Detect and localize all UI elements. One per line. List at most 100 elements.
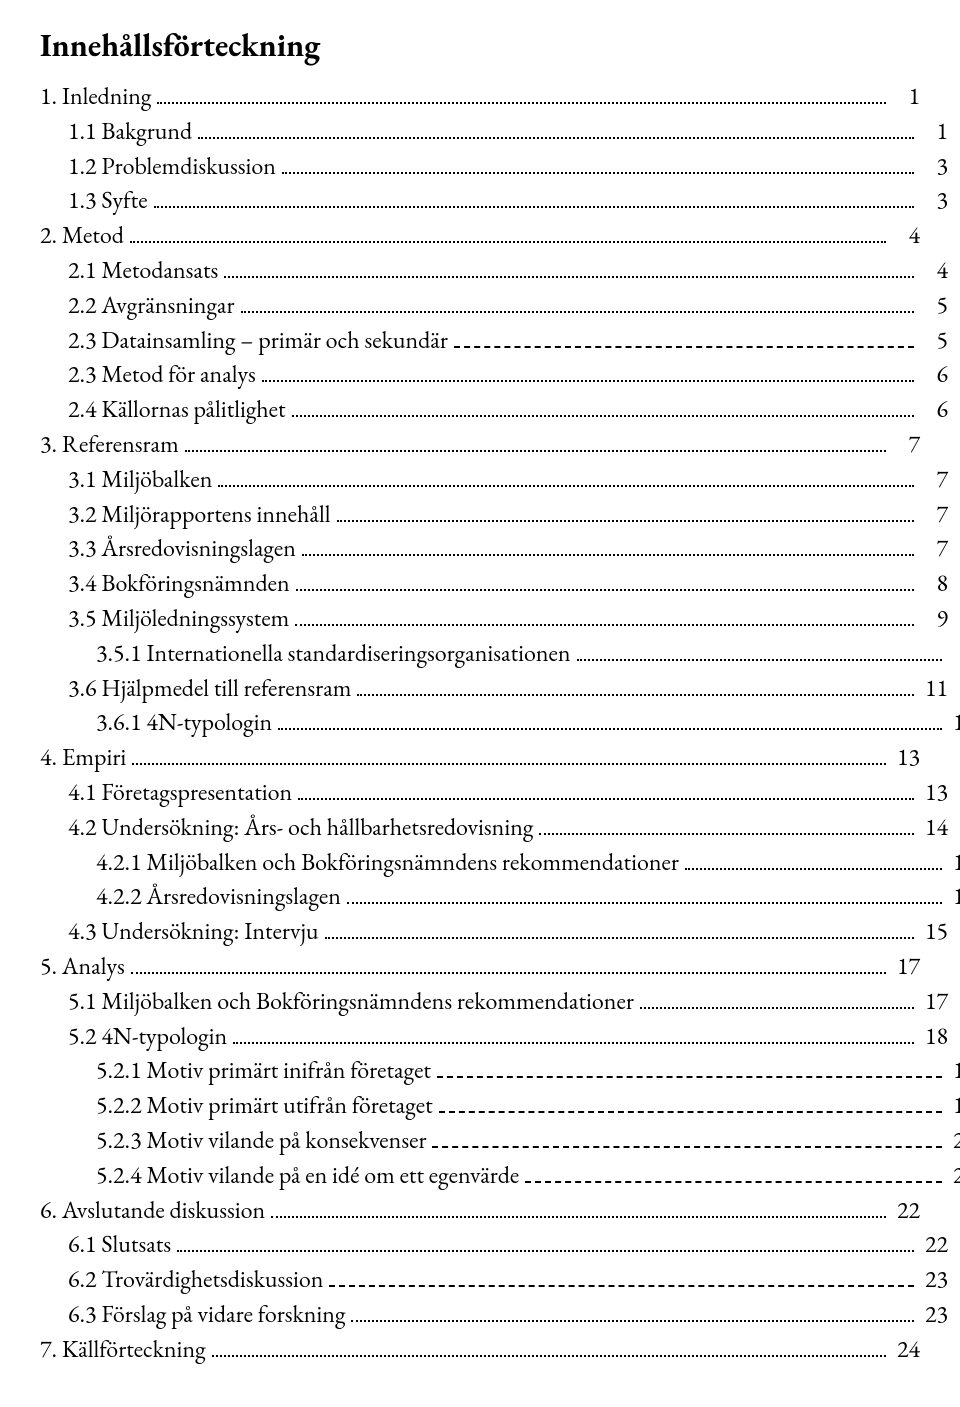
toc-row: 3.5.1 Internationella standardiseringsor… — [40, 637, 960, 672]
toc-row: 4. Empiri 13 — [40, 741, 920, 776]
toc-leader — [292, 415, 914, 417]
toc-entry-label: 3.3 Årsredovisningslagen — [68, 532, 296, 567]
toc-entry-label: 4. Empiri — [40, 741, 126, 776]
toc-leader — [347, 902, 942, 904]
toc-leader — [298, 798, 914, 800]
toc-row: 2.3 Metod för analys 6 — [40, 358, 948, 393]
toc-entry-page: 11 — [948, 706, 960, 741]
toc-entry-page: 7 — [920, 532, 948, 567]
toc-row: 1.2 Problemdiskussion3 — [40, 150, 948, 185]
toc-entry-page: 23 — [920, 1263, 948, 1298]
toc-row: 6.3 Förslag på vidare forskning23 — [40, 1298, 948, 1333]
toc-leader — [577, 659, 942, 661]
toc-entry-label: 6.3 Förslag på vidare forskning — [68, 1298, 345, 1333]
toc-entry-page: 24 — [892, 1333, 920, 1368]
toc-entry-label: 2.3 Metod för analys — [68, 358, 256, 393]
toc-leader — [329, 1285, 914, 1287]
toc-entry-page: 15 — [920, 915, 948, 950]
toc-entry-page: 22 — [920, 1228, 948, 1263]
toc-row: 5.2.2 Motiv primärt utifrån företaget19 — [40, 1089, 960, 1124]
toc-row: 7. Källförteckning 24 — [40, 1333, 920, 1368]
toc-leader — [640, 1007, 914, 1009]
toc-entry-page: 5 — [920, 289, 948, 324]
toc-row: 3.3 Årsredovisningslagen 7 — [40, 532, 948, 567]
toc-entry-page: 7 — [920, 463, 948, 498]
toc-row: 6.1 Slutsats22 — [40, 1228, 948, 1263]
toc-row: 5.2.4 Motiv vilande på en idé om ett ege… — [40, 1159, 960, 1194]
toc-entry-label: 7. Källförteckning — [40, 1333, 206, 1368]
toc-entry-label: 1.2 Problemdiskussion — [68, 150, 276, 185]
toc-row: 2. Metod4 — [40, 219, 920, 254]
toc-leader — [539, 833, 914, 835]
toc-entry-label: 5.2.1 Motiv primärt inifrån företaget — [96, 1054, 431, 1089]
toc-row: 5.2 4N-typologin18 — [40, 1020, 948, 1055]
toc-leader — [302, 554, 914, 556]
toc-entry-label: 6.2 Trovärdighetsdiskussion — [68, 1263, 323, 1298]
toc-entry-page: 1 — [920, 115, 948, 150]
toc-leader — [439, 1111, 942, 1113]
toc-entry-page: 20 — [948, 1124, 960, 1159]
toc-leader — [282, 172, 914, 174]
toc-entry-page: 21 — [948, 1159, 960, 1194]
toc-entry-page: 19 — [948, 1089, 960, 1124]
toc-entry-label: 6. Avslutande diskussion — [40, 1194, 265, 1229]
toc-entry-label: 3.1 Miljöbalken — [68, 463, 212, 498]
toc-entry-label: 5.2.4 Motiv vilande på en idé om ett ege… — [96, 1159, 519, 1194]
toc-entry-label: 3.6 Hjälpmedel till referensram — [68, 672, 351, 707]
toc-row: 1.3 Syfte3 — [40, 184, 948, 219]
toc-entry-page: 13 — [892, 741, 920, 776]
toc-leader — [185, 450, 886, 452]
toc-leader — [233, 1042, 914, 1044]
toc-row: 3. Referensram7 — [40, 428, 920, 463]
toc-leader — [437, 1076, 942, 1078]
toc-row: 3.2 Miljörapportens innehåll7 — [40, 498, 948, 533]
toc-entry-label: 3.6.1 4N-typologin — [96, 706, 272, 741]
toc-entry-page: 14 — [948, 880, 960, 915]
toc-entry-label: 2.4 Källornas pålitlighet — [68, 393, 286, 428]
toc-row: 5. Analys17 — [40, 950, 920, 985]
toc-entry-label: 5.1 Miljöbalken och Bokföringsnämndens r… — [68, 985, 634, 1020]
toc-row: 6. Avslutande diskussion22 — [40, 1194, 920, 1229]
toc-entry-page: 9 — [920, 602, 948, 637]
toc-leader — [357, 694, 914, 696]
toc-row: 5.1 Miljöbalken och Bokföringsnämndens r… — [40, 985, 948, 1020]
toc-entry-page: 14 — [948, 846, 960, 881]
toc-entry-page: 6 — [920, 358, 948, 393]
toc-entry-label: 1. Inledning — [40, 80, 151, 115]
toc-leader — [525, 1181, 942, 1183]
toc-entry-page: 17 — [892, 950, 920, 985]
toc-row: 2.4 Källornas pålitlighet 6 — [40, 393, 948, 428]
toc-entry-label: 4.1 Företagspresentation — [68, 776, 292, 811]
toc-leader — [130, 241, 886, 243]
toc-leader — [154, 206, 914, 208]
toc-leader — [212, 1355, 886, 1357]
toc-entry-label: 2.2 Avgränsningar — [68, 289, 235, 324]
toc-entry-label: 4.2.2 Årsredovisningslagen — [96, 880, 341, 915]
toc-row: 4.2.1 Miljöbalken och Bokföringsnämndens… — [40, 846, 960, 881]
toc-entry-label: 1.1 Bakgrund — [68, 115, 192, 150]
toc-leader — [224, 276, 914, 278]
toc-row: 3.5 Miljöledningssystem9 — [40, 602, 948, 637]
toc-entry-page: 18 — [948, 1054, 960, 1089]
toc-leader — [295, 624, 914, 626]
toc-leader — [177, 1250, 914, 1252]
toc-entry-label: 4.3 Undersökning: Intervju — [68, 915, 319, 950]
toc-list: 1. Inledning 11.1 Bakgrund 1 1.2 Problemdis… — [40, 80, 920, 1367]
toc-leader — [337, 520, 915, 522]
toc-row: 1. Inledning 1 — [40, 80, 920, 115]
toc-row: 5.2.1 Motiv primärt inifrån företaget 18 — [40, 1054, 960, 1089]
toc-entry-label: 5.2 4N-typologin — [68, 1020, 227, 1055]
toc-entry-label: 3.5.1 Internationella standardiseringsor… — [96, 637, 571, 672]
toc-leader — [132, 763, 886, 765]
toc-leader — [278, 728, 942, 730]
toc-leader — [351, 1320, 914, 1322]
toc-leader — [454, 346, 914, 348]
toc-entry-label: 2.1 Metodansats — [68, 254, 218, 289]
toc-entry-page: 6 — [920, 393, 948, 428]
toc-entry-page: 1 — [892, 80, 920, 115]
toc-entry-label: 3.2 Miljörapportens innehåll — [68, 498, 331, 533]
toc-entry-page: 14 — [920, 811, 948, 846]
toc-entry-page: 4 — [920, 254, 948, 289]
toc-row: 3.1 Miljöbalken 7 — [40, 463, 948, 498]
toc-entry-page: 5 — [920, 324, 948, 359]
